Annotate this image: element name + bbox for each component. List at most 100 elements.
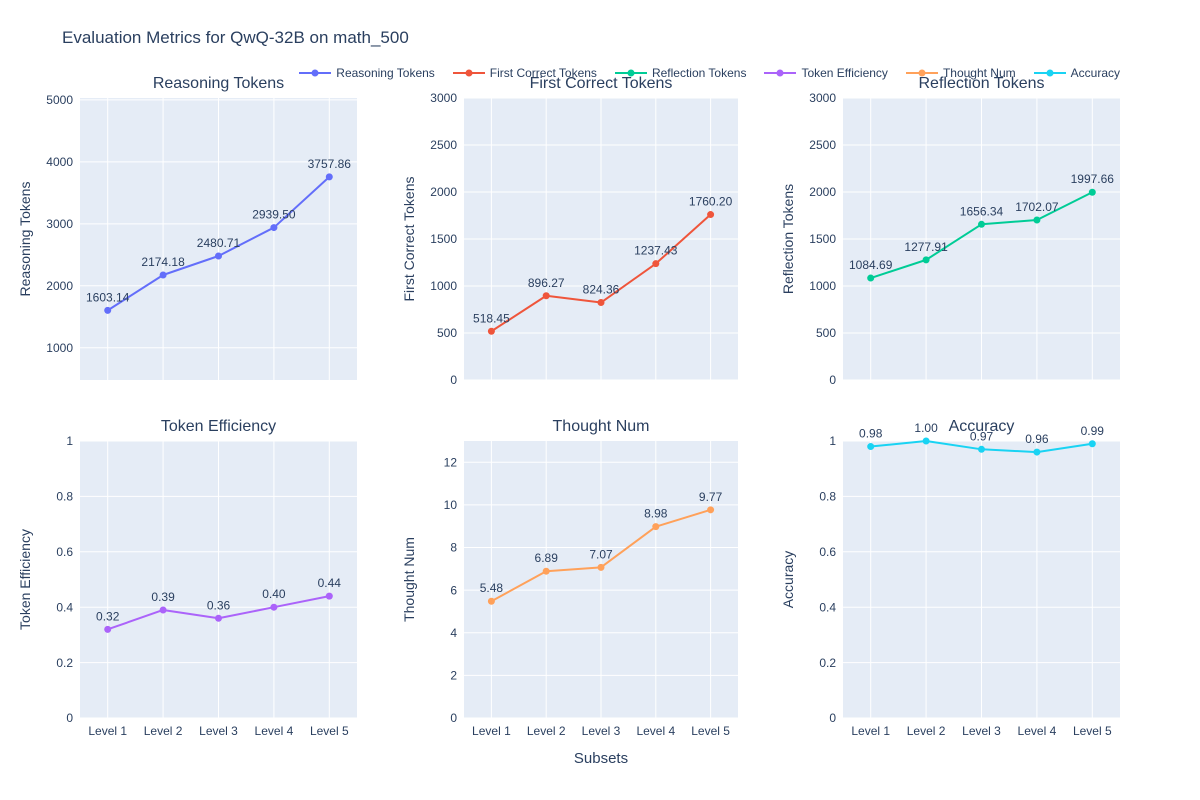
data-point[interactable] [487, 597, 495, 605]
subplot-first-correct-tokens: 0 500 1000 1500 2000 2500 3000 First Correct To… [401, 75, 738, 387]
data-point[interactable] [597, 563, 605, 571]
data-point[interactable] [652, 260, 660, 268]
subplot-title: Reasoning Tokens [153, 75, 284, 92]
subplot-accuracy: 0 0.2 0.4 0.6 0.8 1 Level 1 Level 2 Level 3 Level… [780, 418, 1120, 738]
y-tick-label: 2500 [430, 138, 457, 152]
legend-item-token-efficiency[interactable]: Token Efficiency [764, 66, 888, 80]
y-tick-label: 0.6 [56, 545, 73, 559]
legend-item-thought-num[interactable]: Thought Num [905, 66, 1016, 80]
subplot-thought-num: 0 2 4 6 8 10 12 Level 1 Level 2 Level 3 Level 4 Lev… [401, 418, 738, 738]
data-point[interactable] [104, 306, 112, 314]
x-tick-label: Level 4 [1018, 724, 1057, 738]
subplot-title: Accuracy [949, 418, 1015, 435]
y-tick-label: 0.4 [56, 600, 73, 614]
legend-label: Reasoning Tokens [336, 66, 435, 80]
data-point-label: 824.36 [583, 283, 620, 297]
data-point[interactable] [922, 437, 930, 445]
y-axis-title: Reasoning Tokens [17, 182, 33, 297]
y-tick-label: 8 [450, 541, 457, 555]
data-point[interactable] [325, 592, 333, 600]
y-axis-title: Thought Num [401, 537, 417, 622]
y-tick-label: 2000 [46, 279, 73, 293]
y-tick-label: 3000 [46, 217, 73, 231]
legend-item-first-correct-tokens[interactable]: First Correct Tokens [452, 66, 597, 80]
data-point-label: 0.98 [859, 427, 883, 441]
y-tick-label: 0.8 [56, 490, 73, 504]
legend-item-accuracy[interactable]: Accuracy [1033, 66, 1120, 80]
data-point-label: 1277.91 [904, 240, 948, 254]
data-point[interactable] [1088, 440, 1096, 448]
data-point[interactable] [270, 224, 278, 232]
data-point-label: 6.89 [535, 551, 559, 565]
data-point[interactable] [1088, 188, 1096, 196]
y-tick-label: 4 [450, 626, 457, 640]
legend-item-reflection-tokens[interactable]: Reflection Tokens [614, 66, 746, 80]
data-point[interactable] [1033, 216, 1041, 224]
data-point[interactable] [867, 443, 875, 451]
data-point[interactable] [978, 220, 985, 228]
y-tick-label: 10 [444, 498, 458, 512]
data-point[interactable] [597, 299, 605, 307]
data-point-label: 1.00 [914, 421, 938, 435]
y-tick-label: 5000 [46, 93, 73, 107]
data-point[interactable] [215, 252, 222, 260]
legend-label: Token Efficiency [801, 66, 888, 80]
data-point[interactable] [215, 614, 222, 622]
data-point-label: 0.96 [1025, 432, 1049, 446]
data-point[interactable] [104, 625, 112, 633]
data-point[interactable] [542, 292, 550, 300]
data-point-label: 1603.14 [86, 290, 130, 304]
x-tick-label: Level 2 [527, 724, 566, 738]
y-axis-title: Token Efficiency [17, 529, 33, 630]
y-tick-label: 3000 [809, 91, 836, 105]
data-point-label: 896.27 [528, 276, 565, 290]
legend-label: First Correct Tokens [489, 66, 597, 80]
data-point[interactable] [707, 506, 715, 514]
y-axis-title: Accuracy [780, 551, 796, 609]
y-tick-label: 0 [450, 711, 457, 725]
y-tick-label: 2 [450, 669, 457, 683]
data-point[interactable] [922, 256, 930, 264]
data-point[interactable] [270, 603, 278, 611]
subplot-title: Reflection Tokens [919, 75, 1045, 92]
data-point[interactable] [1033, 448, 1041, 456]
data-point[interactable] [487, 327, 495, 335]
y-tick-label: 1 [66, 434, 73, 448]
y-tick-label: 1000 [430, 279, 457, 293]
y-tick-label: 1500 [809, 232, 836, 246]
x-axis-title: Subsets [573, 750, 629, 767]
subplot-title: Thought Num [553, 418, 650, 435]
data-point-label: 0.40 [262, 587, 286, 601]
data-point[interactable] [978, 445, 985, 453]
data-point[interactable] [652, 523, 660, 531]
y-tick-label: 0 [450, 373, 457, 387]
subplot-title: Token Efficiency [161, 418, 276, 435]
subplot-reasoning-tokens: 1000 2000 3000 4000 5000 Reasoning Tokens Reas… [17, 75, 357, 380]
y-tick-label: 0 [829, 711, 836, 725]
data-point-label: 9.77 [699, 490, 723, 504]
subplot-title: First Correct Tokens [530, 75, 673, 92]
legend-swatch-icon [452, 69, 485, 77]
data-point[interactable] [159, 606, 167, 614]
legend-item-reasoning-tokens[interactable]: Reasoning Tokens [299, 66, 435, 80]
x-tick-label: Level 1 [88, 724, 127, 738]
data-point[interactable] [542, 567, 550, 575]
data-point[interactable] [325, 173, 333, 181]
data-point[interactable] [159, 271, 167, 279]
data-point[interactable] [867, 274, 875, 282]
y-tick-label: 6 [450, 583, 457, 597]
y-tick-label: 500 [437, 326, 457, 340]
x-tick-label: Level 2 [144, 724, 183, 738]
figure-title: Evaluation Metrics for QwQ-32B on math_5… [62, 28, 409, 47]
data-point-label: 518.45 [473, 311, 510, 325]
y-tick-label: 3000 [430, 91, 457, 105]
y-tick-label: 0.4 [819, 600, 836, 614]
legend-swatch-icon [905, 69, 938, 77]
data-point-label: 2174.18 [141, 255, 185, 269]
data-point-label: 1237.43 [634, 244, 678, 258]
y-tick-label: 1000 [46, 341, 73, 355]
x-tick-label: Level 5 [691, 724, 730, 738]
data-point-label: 1760.20 [689, 195, 733, 209]
y-tick-label: 500 [816, 326, 836, 340]
data-point[interactable] [707, 211, 715, 219]
